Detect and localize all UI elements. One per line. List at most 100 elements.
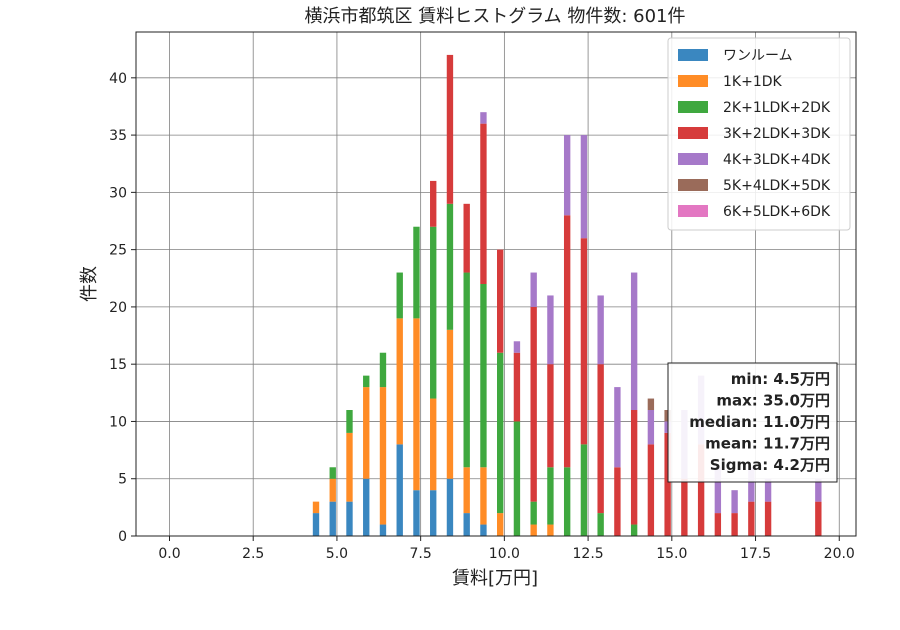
bar-segment <box>597 513 604 536</box>
bar-segment <box>513 352 521 422</box>
bar-segment <box>413 490 420 536</box>
bar-segment <box>329 467 336 479</box>
x-tick-label: 15.0 <box>656 546 687 562</box>
bar-segment <box>580 135 588 239</box>
y-tick-label: 35 <box>109 128 127 144</box>
stats-line: median: 11.0万円 <box>689 413 830 431</box>
bar-segment <box>329 501 336 536</box>
legend-swatch <box>678 153 708 165</box>
bar-segment <box>312 513 320 536</box>
bar-segment <box>379 352 387 388</box>
bar-segment <box>714 467 722 514</box>
bar-segment <box>530 524 537 536</box>
stats-box: min: 4.5万円 max: 35.0万円 median: 11.0万円 mean:… <box>667 362 838 483</box>
bar-segment <box>563 215 571 468</box>
bar-segment <box>513 421 521 536</box>
legend: ワンルーム 1K+1DK 2K+1LDK+2DK 3K+2LDK+3DK 4K+3LDK… <box>667 37 851 231</box>
bar-segment <box>430 490 437 536</box>
legend-label: 2K+1LDK+2DK <box>723 100 831 116</box>
bar-segment <box>731 490 738 514</box>
bar-segment <box>312 501 320 514</box>
bar-segment <box>346 501 353 536</box>
bar-segment <box>815 478 822 502</box>
bar-segment <box>647 444 655 536</box>
bars <box>312 54 822 536</box>
stats-line: max: 35.0万円 <box>716 392 830 410</box>
bar-segment <box>379 387 387 525</box>
bar-segment <box>697 444 705 536</box>
bar-segment <box>463 513 470 536</box>
legend-label: 1K+1DK <box>723 74 783 90</box>
legend-label: ワンルーム <box>723 48 793 64</box>
chart-title: 横浜市都筑区 賃料ヒストグラム 物件数: 601件 <box>304 6 685 27</box>
bar-segment <box>363 387 370 479</box>
bar-segment <box>748 467 755 502</box>
bar-segment <box>480 112 487 124</box>
bar-segment <box>580 238 588 445</box>
bar-segment <box>614 467 621 536</box>
bar-segment <box>630 272 638 410</box>
x-tick-label: 5.0 <box>326 546 348 562</box>
x-tick-label: 17.5 <box>740 546 771 562</box>
bar-segment <box>363 478 370 536</box>
bar-segment <box>513 341 521 353</box>
stats-box-frame <box>667 362 838 483</box>
stats-line: min: 4.5万円 <box>731 370 830 388</box>
bar-segment <box>530 501 537 525</box>
y-tick-label: 30 <box>109 185 127 201</box>
legend-swatch <box>678 101 708 113</box>
y-tick-label: 5 <box>118 472 127 488</box>
y-tick-label: 0 <box>118 529 127 545</box>
bar-segment <box>463 467 470 514</box>
legend-box <box>667 37 851 231</box>
legend-swatch <box>678 205 708 217</box>
y-axis-label: 件数 <box>79 266 100 302</box>
legend-swatch <box>678 49 708 61</box>
bar-segment <box>497 352 504 514</box>
bar-segment <box>764 478 772 502</box>
bar-segment <box>764 501 772 536</box>
bar-segment <box>430 226 437 399</box>
bar-segment <box>497 249 504 353</box>
x-tick-label: 7.5 <box>410 546 432 562</box>
y-tick-label: 10 <box>109 414 127 430</box>
bar-segment <box>480 524 487 536</box>
x-tick-label: 0.0 <box>158 546 180 562</box>
y-tick-label: 20 <box>109 300 127 316</box>
x-tick-label: 2.5 <box>242 546 264 562</box>
legend-swatch <box>678 75 708 87</box>
y-tick-label: 25 <box>109 243 127 259</box>
bar-segment <box>530 272 537 307</box>
x-axis-label: 賃料[万円] <box>452 568 538 589</box>
legend-label: 6K+5LDK+6DK <box>723 204 831 220</box>
bar-segment <box>497 513 504 536</box>
y-tick-label: 15 <box>109 357 127 373</box>
plot-frame <box>135 31 857 537</box>
bar-segment <box>480 467 487 525</box>
legend-swatch <box>678 127 708 139</box>
bar-segment <box>379 524 387 536</box>
bar-segment <box>664 432 671 536</box>
bar-segment <box>681 478 688 536</box>
bar-segment <box>630 524 638 536</box>
x-tick-label: 20.0 <box>824 546 855 562</box>
bar-segment <box>413 226 420 319</box>
bar-segment <box>647 398 655 410</box>
legend-label: 5K+4LDK+5DK <box>723 178 831 194</box>
bar-segment <box>597 364 604 514</box>
bar-segment <box>396 318 403 445</box>
bar-segment <box>547 295 554 365</box>
bar-segment <box>446 329 454 479</box>
bar-segment <box>463 203 470 273</box>
bar-segment <box>413 318 420 491</box>
bar-segment <box>563 135 571 216</box>
x-tick-label: 10.0 <box>489 546 520 562</box>
bar-segment <box>430 180 437 227</box>
bar-segment <box>597 295 604 365</box>
bar-segment <box>446 203 454 330</box>
bar-segment <box>329 478 336 502</box>
bar-segment <box>731 513 738 536</box>
bar-segment <box>748 501 755 536</box>
bar-segment <box>647 410 655 445</box>
